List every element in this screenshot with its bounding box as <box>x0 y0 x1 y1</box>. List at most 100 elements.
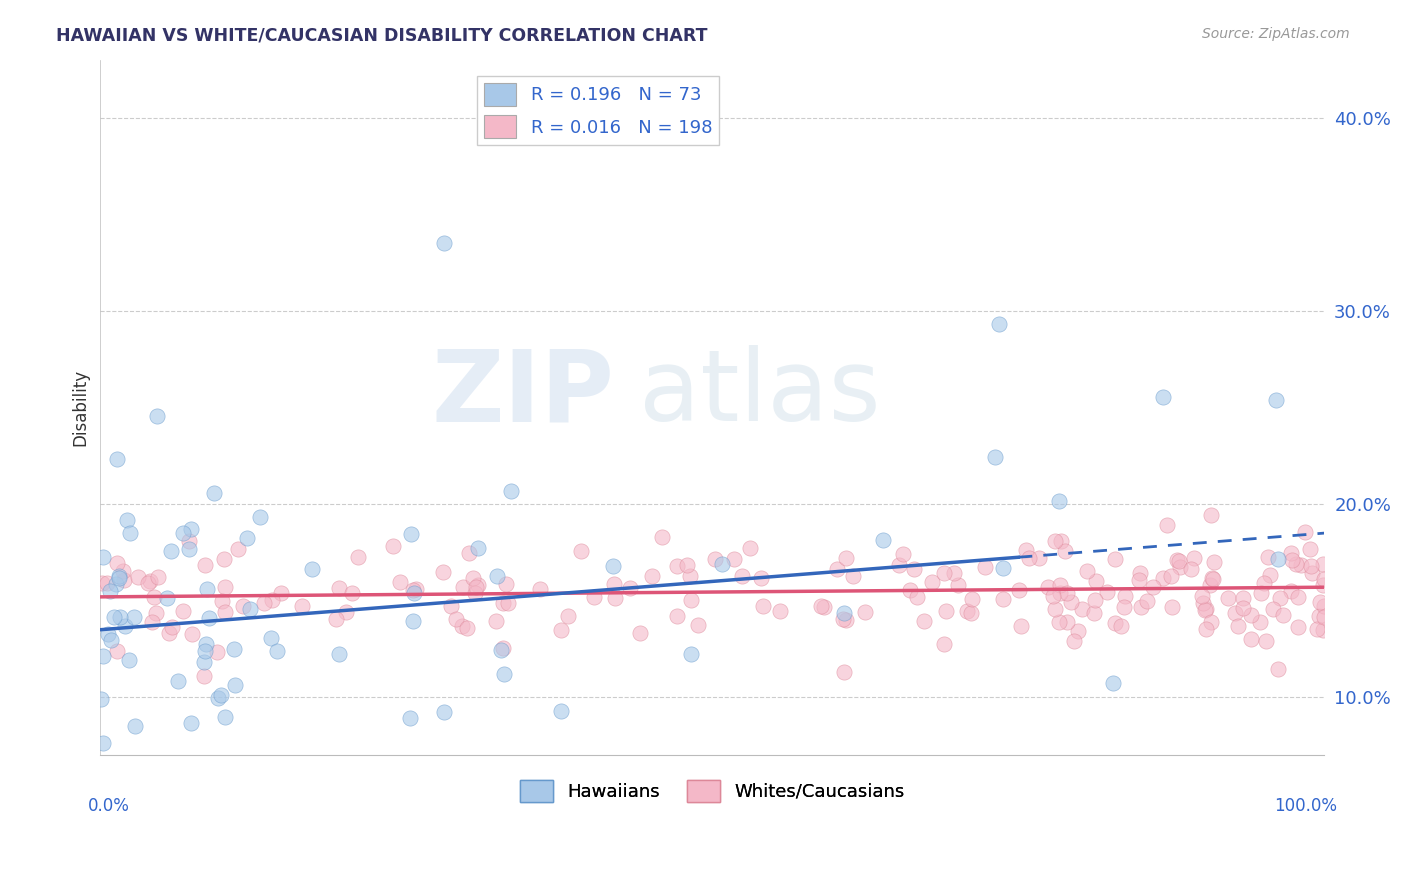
Point <box>891 547 914 561</box>
Point <box>464 586 486 600</box>
Legend: R = 0.196   N = 73, R = 0.016   N = 198: R = 0.196 N = 73, R = 0.016 N = 198 <box>477 76 720 145</box>
Point <box>703 552 725 566</box>
Point <box>273 766 295 780</box>
Point <box>1258 568 1281 582</box>
Point <box>912 615 935 629</box>
Point <box>399 527 422 541</box>
Point <box>993 560 1015 574</box>
Point <box>141 615 163 630</box>
Point <box>832 612 855 626</box>
Point <box>1047 615 1070 629</box>
Point <box>301 562 323 576</box>
Point <box>903 562 925 576</box>
Point <box>224 678 246 692</box>
Point <box>1049 533 1071 548</box>
Point <box>211 594 233 608</box>
Point <box>107 568 129 582</box>
Point <box>1047 494 1070 508</box>
Point <box>91 736 114 750</box>
Point <box>177 534 200 549</box>
Point <box>1313 572 1336 586</box>
Point <box>665 609 688 624</box>
Point <box>619 581 641 595</box>
Point <box>1240 608 1263 623</box>
Point <box>1045 534 1067 549</box>
Point <box>603 577 626 591</box>
Point <box>1142 581 1164 595</box>
Point <box>1198 577 1220 591</box>
Point <box>665 558 688 573</box>
Point <box>249 510 271 524</box>
Text: Source: ZipAtlas.com: Source: ZipAtlas.com <box>1202 27 1350 41</box>
Point <box>440 599 463 613</box>
Point <box>118 526 141 541</box>
Point <box>494 667 516 681</box>
Text: atlas: atlas <box>638 345 880 442</box>
Point <box>404 586 426 600</box>
Point <box>465 580 488 594</box>
Point <box>1071 602 1094 616</box>
Point <box>988 317 1011 331</box>
Point <box>1191 590 1213 604</box>
Point <box>583 590 606 604</box>
Point <box>1281 552 1303 566</box>
Text: HAWAIIAN VS WHITE/CAUCASIAN DISABILITY CORRELATION CHART: HAWAIIAN VS WHITE/CAUCASIAN DISABILITY C… <box>56 27 707 45</box>
Point <box>91 549 114 564</box>
Point <box>485 614 508 628</box>
Point <box>1083 606 1105 620</box>
Point <box>91 575 114 590</box>
Point <box>1036 580 1059 594</box>
Point <box>1129 599 1152 614</box>
Point <box>676 558 699 572</box>
Point <box>291 599 314 614</box>
Point <box>335 606 357 620</box>
Point <box>1289 558 1312 572</box>
Y-axis label: Disability: Disability <box>72 369 89 446</box>
Point <box>172 526 194 541</box>
Text: 100.0%: 100.0% <box>1274 797 1337 815</box>
Point <box>946 578 969 592</box>
Point <box>1201 571 1223 585</box>
Point <box>142 590 165 604</box>
Point <box>1060 594 1083 608</box>
Point <box>1085 574 1108 589</box>
Point <box>193 655 215 669</box>
Point <box>214 605 236 619</box>
Point <box>399 710 422 724</box>
Point <box>1199 508 1222 523</box>
Point <box>1263 602 1285 616</box>
Point <box>723 552 745 566</box>
Point <box>688 618 710 632</box>
Point <box>453 580 475 594</box>
Point <box>1271 607 1294 622</box>
Point <box>156 591 179 605</box>
Point <box>1306 622 1329 636</box>
Point <box>259 631 281 645</box>
Point <box>325 612 347 626</box>
Point <box>194 636 217 650</box>
Point <box>603 591 626 605</box>
Point <box>1160 568 1182 582</box>
Point <box>1256 634 1278 648</box>
Point <box>103 609 125 624</box>
Point <box>1161 600 1184 615</box>
Point <box>1232 601 1254 615</box>
Point <box>752 599 775 613</box>
Point <box>180 716 202 731</box>
Point <box>266 644 288 658</box>
Point <box>1294 525 1316 540</box>
Point <box>1191 596 1213 610</box>
Point <box>1114 589 1136 603</box>
Point <box>228 542 250 557</box>
Point <box>172 604 194 618</box>
Point <box>100 632 122 647</box>
Point <box>834 613 856 627</box>
Point <box>932 566 955 581</box>
Point <box>1152 390 1174 404</box>
Point <box>125 780 148 794</box>
Point <box>810 599 832 613</box>
Point <box>569 544 592 558</box>
Point <box>111 564 134 578</box>
Point <box>1056 615 1078 629</box>
Point <box>105 644 128 658</box>
